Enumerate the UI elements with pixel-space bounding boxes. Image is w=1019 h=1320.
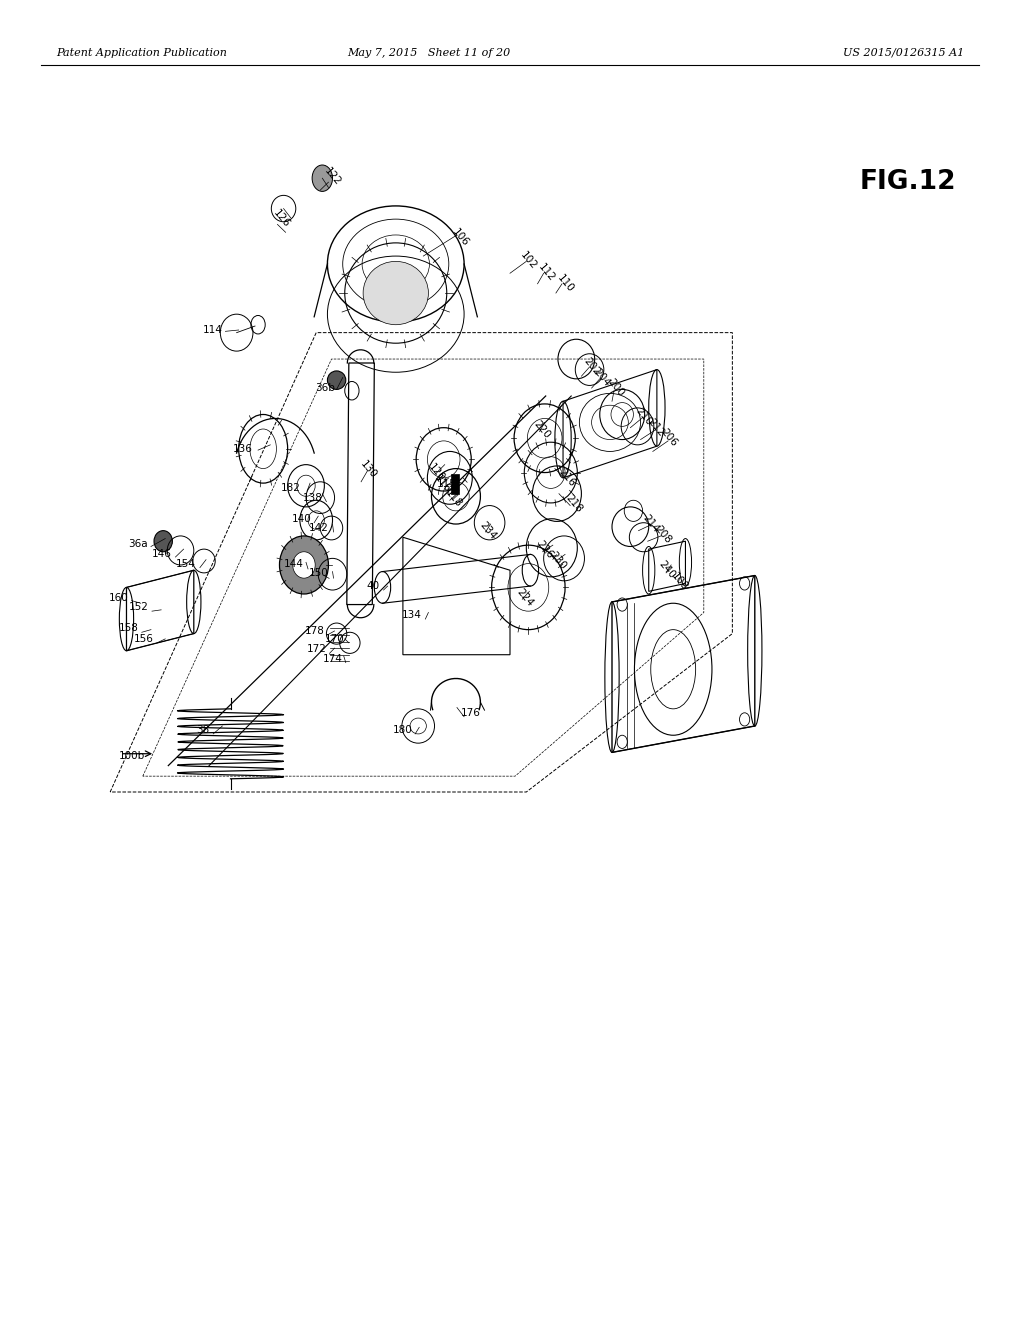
Text: 136: 136 [233, 444, 253, 454]
Text: 154: 154 [176, 558, 196, 569]
Text: 110: 110 [554, 273, 575, 294]
Text: 138: 138 [303, 492, 322, 503]
Ellipse shape [292, 552, 315, 578]
Text: 212: 212 [645, 417, 665, 438]
Text: 176: 176 [461, 708, 480, 718]
Text: 226: 226 [534, 540, 554, 561]
Text: 174: 174 [323, 653, 342, 664]
Text: 130: 130 [358, 459, 378, 480]
Text: 216: 216 [556, 467, 577, 488]
Text: 150: 150 [309, 568, 328, 578]
Text: 234: 234 [477, 520, 497, 541]
Text: 102: 102 [518, 251, 538, 272]
Text: 120: 120 [426, 462, 446, 483]
Text: 160: 160 [109, 593, 128, 603]
Text: 122: 122 [322, 166, 342, 187]
Text: 134: 134 [401, 610, 421, 620]
Text: 172: 172 [307, 644, 326, 655]
Text: 206: 206 [658, 428, 679, 449]
Text: 156: 156 [135, 634, 154, 644]
Ellipse shape [363, 261, 428, 325]
Text: 202: 202 [581, 356, 601, 378]
Text: 108: 108 [668, 572, 689, 593]
Text: 100b: 100b [118, 751, 145, 762]
Text: 118: 118 [442, 488, 463, 510]
Ellipse shape [312, 165, 332, 191]
Text: 158: 158 [119, 623, 139, 634]
Ellipse shape [154, 531, 172, 552]
Text: 38: 38 [196, 725, 209, 735]
Text: 144: 144 [284, 558, 304, 569]
Text: US 2015/0126315 A1: US 2015/0126315 A1 [842, 48, 963, 58]
Text: 230: 230 [547, 550, 568, 572]
Text: 152: 152 [129, 602, 149, 612]
Text: 126: 126 [271, 209, 291, 230]
Text: 114: 114 [203, 325, 222, 335]
Text: 106: 106 [449, 227, 470, 248]
Text: 142: 142 [309, 523, 328, 533]
Text: 115: 115 [436, 479, 455, 490]
Text: 210: 210 [633, 407, 653, 428]
Text: May 7, 2015   Sheet 11 of 20: May 7, 2015 Sheet 11 of 20 [346, 48, 510, 58]
Text: 218: 218 [562, 494, 583, 515]
Ellipse shape [327, 371, 345, 389]
Text: 182: 182 [281, 483, 301, 494]
Text: 116: 116 [432, 474, 452, 495]
Text: 36b: 36b [315, 383, 334, 393]
Text: 214: 214 [640, 513, 660, 535]
Text: 146: 146 [152, 549, 171, 560]
Text: 178: 178 [305, 626, 324, 636]
Text: 220: 220 [531, 420, 551, 441]
Text: 200: 200 [605, 378, 626, 399]
Text: FIG.12: FIG.12 [859, 169, 955, 195]
Text: 170: 170 [325, 634, 344, 644]
Text: 140: 140 [291, 513, 311, 524]
Text: 180: 180 [392, 725, 412, 735]
Text: Patent Application Publication: Patent Application Publication [56, 48, 227, 58]
Text: 224: 224 [514, 587, 534, 609]
Text: 40: 40 [366, 581, 379, 591]
Text: 240: 240 [656, 560, 677, 581]
Text: 112: 112 [536, 263, 556, 284]
Text: 208: 208 [652, 524, 673, 545]
Text: 36a: 36a [128, 539, 148, 549]
Polygon shape [450, 474, 459, 494]
Ellipse shape [279, 536, 328, 594]
Text: 204: 204 [591, 367, 611, 388]
